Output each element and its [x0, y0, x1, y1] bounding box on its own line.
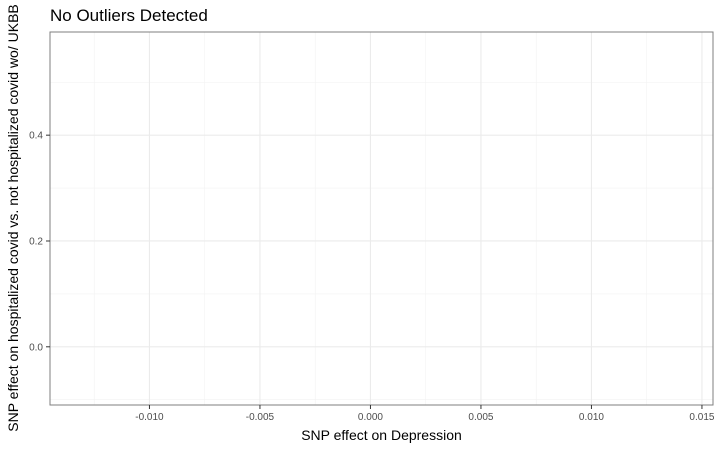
y-axis: 0.0 0.2 0.4 — [29, 131, 50, 353]
x-tick-label: 0.010 — [579, 412, 604, 423]
x-axis-label: SNP effect on Depression — [301, 427, 462, 443]
chart-title: No Outliers Detected — [50, 6, 208, 25]
y-axis-label: SNP effect on hospitalized covid vs. not… — [5, 4, 21, 432]
x-tick-label: 0.015 — [689, 412, 714, 423]
y-tick-label: 0.2 — [29, 236, 43, 247]
panel-border — [49, 31, 714, 406]
grid-lines — [50, 32, 713, 405]
panel-background — [50, 32, 713, 405]
x-axis: -0.010 -0.005 0.000 0.005 0.010 0.015 — [135, 405, 715, 423]
x-tick-label: 0.005 — [468, 412, 493, 423]
plot-panel — [49, 31, 714, 406]
x-tick-label: 0.000 — [358, 412, 383, 423]
x-tick-label: -0.005 — [246, 412, 275, 423]
x-tick-label: -0.010 — [135, 412, 164, 423]
y-tick-label: 0.0 — [29, 342, 43, 353]
y-tick-label: 0.4 — [29, 131, 43, 142]
